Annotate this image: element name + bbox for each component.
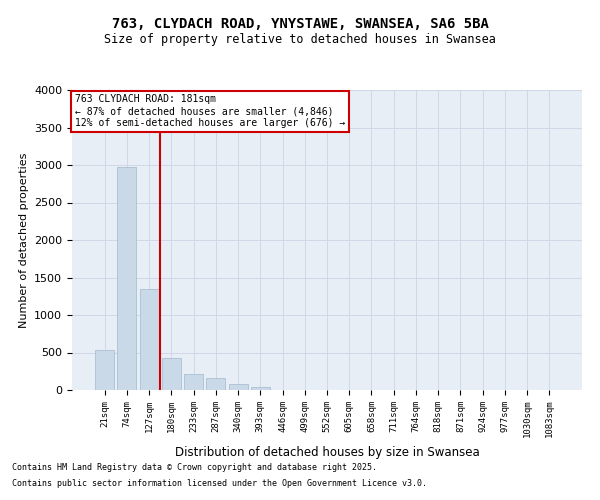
Bar — [229, 384, 248, 390]
Text: 763 CLYDACH ROAD: 181sqm
← 87% of detached houses are smaller (4,846)
12% of sem: 763 CLYDACH ROAD: 181sqm ← 87% of detach… — [74, 94, 345, 128]
Bar — [251, 387, 270, 390]
X-axis label: Distribution of detached houses by size in Swansea: Distribution of detached houses by size … — [175, 446, 479, 458]
Text: Contains public sector information licensed under the Open Government Licence v3: Contains public sector information licen… — [12, 478, 427, 488]
Text: Contains HM Land Registry data © Crown copyright and database right 2025.: Contains HM Land Registry data © Crown c… — [12, 464, 377, 472]
Y-axis label: Number of detached properties: Number of detached properties — [19, 152, 29, 328]
Bar — [162, 358, 181, 390]
Bar — [140, 289, 158, 390]
Bar — [118, 167, 136, 390]
Bar — [206, 378, 225, 390]
Bar — [184, 374, 203, 390]
Text: Size of property relative to detached houses in Swansea: Size of property relative to detached ho… — [104, 32, 496, 46]
Text: 763, CLYDACH ROAD, YNYSTAWE, SWANSEA, SA6 5BA: 763, CLYDACH ROAD, YNYSTAWE, SWANSEA, SA… — [112, 18, 488, 32]
Bar — [95, 350, 114, 390]
